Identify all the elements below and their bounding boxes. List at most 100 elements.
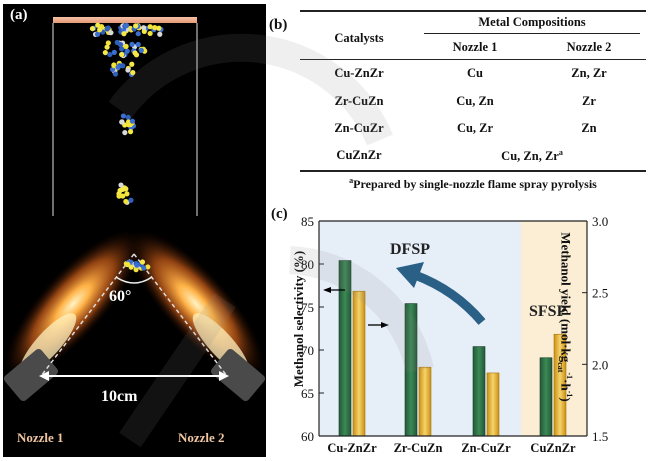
- composition-table: Catalysts Metal Compositions Nozzle 1 No…: [300, 6, 646, 194]
- particle: [107, 51, 113, 58]
- row-nozzle-1: Cu, Zn: [456, 94, 494, 108]
- angle-label: 60°: [109, 288, 132, 305]
- selectivity-bar: [404, 303, 418, 437]
- header-bottom-rule: [300, 59, 646, 60]
- nozzle-2-body: [210, 348, 266, 402]
- particle: [105, 40, 111, 46]
- distance-label: 10cm: [101, 388, 138, 405]
- particle: [123, 198, 129, 205]
- particle: [129, 118, 136, 124]
- nozzle-1-label: Nozzle 1: [17, 430, 64, 445]
- particle: [138, 47, 144, 53]
- row-catalyst: CuZnZr: [336, 148, 382, 162]
- sfsp-annotation: SFSP: [529, 303, 567, 320]
- particle: [133, 23, 139, 29]
- collector-plate: [53, 17, 197, 23]
- row-nozzle-2: Zn, Zr: [571, 66, 607, 80]
- particle: [105, 25, 111, 31]
- particle: [112, 71, 119, 77]
- footnote-text: Prepared by single-nozzle flame spray py…: [353, 177, 597, 191]
- table-footnote: aPrepared by single-nozzle flame spray p…: [300, 176, 646, 192]
- particle: [89, 25, 96, 32]
- particle: [123, 186, 129, 192]
- nozzle-1-body: [3, 348, 59, 402]
- panel-a-label: (a): [10, 7, 28, 23]
- merged-text: Cu, Zn, Zr: [501, 149, 559, 164]
- particle: [128, 197, 134, 203]
- particle: [123, 23, 129, 29]
- header-nozzle-1: Nozzle 1: [452, 40, 498, 54]
- spray-illustration: [3, 17, 266, 402]
- particle: [115, 64, 121, 70]
- particle: [124, 48, 130, 54]
- particle: [135, 41, 141, 48]
- right-axis-title-c: ): [558, 397, 574, 402]
- category-label: Cu-ZnZr: [327, 441, 377, 455]
- header-metal-compositions: Metal Compositions: [478, 15, 586, 29]
- particle: [125, 261, 131, 267]
- table-bottom-rule: [300, 170, 646, 172]
- panel-b-label: (b): [269, 17, 288, 33]
- left-axis-title: Methanol selectivity (%): [291, 250, 306, 388]
- nozzle-2-label: Nozzle 2: [178, 430, 225, 445]
- particle: [94, 31, 101, 37]
- panel-c-label: (c): [271, 206, 288, 222]
- particle: [133, 267, 139, 273]
- panel-a: (a) 60° 10cm Nozzle 1 Nozzle 2: [3, 4, 266, 457]
- particle: [120, 63, 126, 69]
- row-nozzle-1: Cu, Zr: [456, 121, 494, 135]
- selectivity-bar: [472, 346, 486, 437]
- particle: [120, 193, 126, 199]
- category-label: Zr-CuZn: [394, 441, 443, 455]
- angle-arc: [115, 276, 153, 284]
- right-axis-sub: cat: [556, 362, 566, 373]
- right-axis-title: Methanol yield (mol·kgcat-1·h-1): [556, 217, 574, 417]
- particle: [117, 187, 123, 194]
- particle: [122, 129, 128, 136]
- row-nozzle-2: Zn: [581, 121, 597, 135]
- left-tick-label: 60: [301, 429, 314, 444]
- right-axis-title-b: ·h: [558, 379, 574, 391]
- row-catalyst: Cu-ZnZr: [334, 66, 384, 80]
- right-tick-label: 2.0: [592, 357, 608, 372]
- row-catalyst: Zn-CuZr: [334, 121, 384, 135]
- particle: [123, 43, 129, 50]
- cone-left: [40, 253, 135, 377]
- particle: [157, 31, 163, 37]
- particle: [145, 264, 151, 270]
- particle: [141, 25, 147, 31]
- particle: [141, 265, 147, 271]
- particle: [125, 67, 131, 73]
- dfsp-arrowhead: [396, 262, 424, 288]
- particle: [104, 44, 110, 50]
- particle: [120, 113, 127, 119]
- particle: [116, 193, 122, 199]
- sfsp-region: [521, 221, 587, 436]
- table-top-rule: [300, 10, 646, 12]
- cone-right: [133, 253, 228, 377]
- row-nozzle-2: Zr: [582, 94, 596, 108]
- particle: [119, 51, 125, 58]
- particle: [97, 27, 103, 33]
- footnote-sup: a: [349, 176, 354, 185]
- selectivity-bar: [539, 357, 553, 437]
- dfsp-arrow: [413, 270, 486, 325]
- row-catalyst: Zr-CuZn: [334, 94, 384, 108]
- yield-bar: [486, 372, 500, 437]
- particle: [111, 62, 117, 69]
- particle: [135, 31, 141, 37]
- right-axis-title-a: Methanol yield (mol·kg: [558, 232, 574, 363]
- particle: [110, 66, 116, 73]
- particle: [139, 259, 146, 265]
- particle: [125, 122, 132, 128]
- right-tick-label: 1.5: [592, 429, 608, 444]
- left-tick-label: 85: [301, 214, 314, 229]
- particle: [128, 264, 134, 270]
- particle: [129, 61, 135, 67]
- right-tick-label: 3.0: [592, 214, 608, 229]
- particle: [127, 129, 134, 135]
- particle: [102, 49, 108, 56]
- yield-bar: [352, 290, 366, 437]
- category-label: CuZnZr: [530, 441, 576, 455]
- particle: [130, 70, 136, 76]
